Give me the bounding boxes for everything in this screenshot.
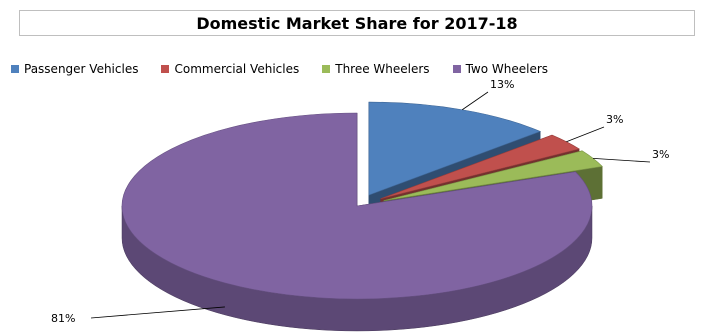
legend-swatch [322,65,331,73]
legend-swatch [11,65,19,73]
legend-label: Three Wheelers [335,62,430,76]
leader-line [90,306,225,319]
chart-legend: Passenger Vehicles Commercial Vehicles T… [11,61,715,77]
legend-label: Commercial Vehicles [174,62,300,76]
legend-item-passenger-vehicles: Passenger Vehicles [11,62,138,76]
legend-item-two-wheelers: Two Wheelers [452,62,549,76]
legend-item-commercial-vehicles: Commercial Vehicles [161,62,299,76]
legend-item-three-wheelers: Three Wheelers [322,62,430,76]
legend-label: Passenger Vehicles [24,62,139,76]
data-label-three-wheelers: 3% [652,148,669,161]
leader-line [566,126,605,143]
slice-two-wheelers [121,112,593,332]
chart-title: Domestic Market Share for 2017-18 [19,10,695,36]
data-label-two-wheelers: 81% [51,312,75,325]
leader-line [462,91,489,111]
data-label-passenger-vehicles: 13% [490,78,514,91]
data-label-commercial-vehicles: 3% [606,113,623,126]
legend-swatch [161,65,170,73]
legend-swatch [452,65,461,73]
legend-label: Two Wheelers [465,62,549,76]
leader-line [593,157,651,163]
